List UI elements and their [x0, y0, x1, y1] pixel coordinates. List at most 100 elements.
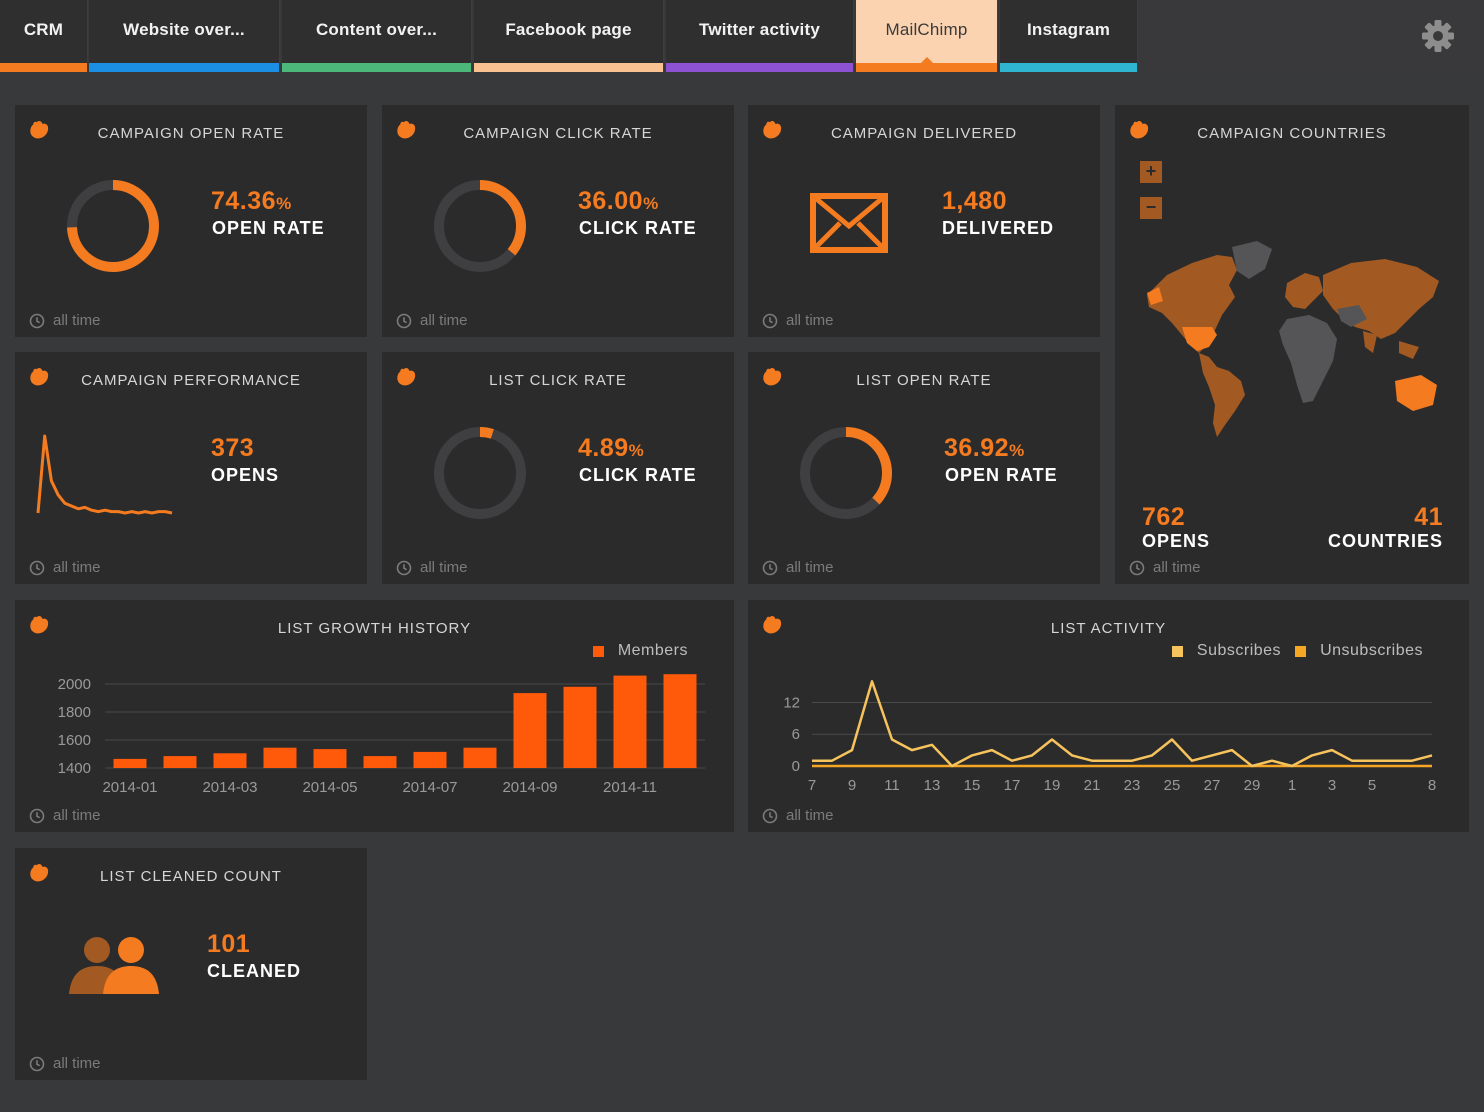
y-tick-label: 12 — [783, 694, 800, 711]
widget-footer: all time — [762, 312, 834, 329]
tab-facebook-page[interactable]: Facebook page — [474, 0, 664, 72]
widget-list-growth-history: LIST GROWTH HISTORY Members 1400 1600 1800… — [15, 600, 734, 832]
campaign-performance-sparkline — [36, 434, 173, 515]
delivered-value: 1,480 — [942, 187, 1008, 215]
delivered-label: DELIVERED — [942, 218, 1055, 238]
widget-campaign-delivered: CAMPAIGN DELIVERED 1,480 DELIVERED all t… — [748, 105, 1100, 337]
x-tick-label: 5 — [1368, 777, 1376, 794]
tab-label: Twitter activity — [699, 20, 820, 39]
y-tick-label: 6 — [792, 726, 800, 743]
tab-label: MailChimp — [885, 20, 968, 39]
map-zoom-in-button[interactable]: + — [1140, 161, 1162, 183]
world-map[interactable] — [1137, 235, 1447, 445]
open-rate-donut — [67, 180, 159, 272]
tab-indicator — [474, 63, 663, 72]
widget-title: LIST OPEN RATE — [856, 372, 992, 389]
widget-title: CAMPAIGN PERFORMANCE — [81, 372, 301, 389]
clock-icon — [396, 560, 412, 576]
click-rate-label: CLICK RATE — [579, 218, 697, 238]
clock-icon — [29, 313, 45, 329]
clock-icon — [396, 313, 412, 329]
widget-campaign-performance: CAMPAIGN PERFORMANCE 373 OPENS all time — [15, 352, 367, 584]
widget-list-open-rate: LIST OPEN RATE 36.92% OPEN RATE all time — [748, 352, 1100, 584]
x-tick-label: 2014-03 — [202, 779, 257, 796]
bar — [463, 747, 497, 768]
tab-indicator — [89, 63, 279, 72]
sparkline — [36, 434, 173, 515]
x-tick-label: 2014-11 — [603, 779, 657, 796]
legend-swatch — [592, 645, 604, 657]
widget-title: CAMPAIGN CLICK RATE — [463, 125, 653, 142]
x-tick-label: 13 — [924, 777, 941, 794]
tab-label: Instagram — [1026, 20, 1111, 39]
widget-title: LIST CLICK RATE — [489, 372, 627, 389]
tab-label: CRM — [23, 20, 64, 39]
map-africa — [1279, 315, 1337, 403]
map-zoom-out-button[interactable]: − — [1140, 197, 1162, 219]
countries-count-label: COUNTRIES — [1327, 531, 1443, 551]
tab-twitter-activity[interactable]: Twitter activity — [666, 0, 854, 72]
bar — [613, 675, 647, 768]
x-tick-label: 8 — [1428, 777, 1436, 794]
tab-label: Website over... — [123, 20, 245, 39]
x-tick-label: 2014-01 — [102, 779, 157, 796]
widget-campaign-click-rate: CAMPAIGN CLICK RATE 36.00% CLICK RATE al… — [382, 105, 734, 337]
list-open-rate-label: OPEN RATE — [945, 465, 1058, 485]
widget-list-click-rate: LIST CLICK RATE 4.89% CLICK RATE all tim… — [382, 352, 734, 584]
donut-arc — [434, 427, 526, 519]
open-rate-label: OPEN RATE — [212, 218, 325, 238]
x-tick-label: 1 — [1288, 777, 1296, 794]
widget-footer: all time — [396, 559, 468, 576]
widget-footer: all time — [396, 312, 468, 329]
active-tab-caret — [920, 57, 933, 63]
y-tick-label: 1600 — [58, 732, 91, 749]
widget-title: CAMPAIGN OPEN RATE — [97, 125, 285, 142]
widget-title: LIST CLEANED COUNT — [100, 868, 282, 885]
list-open-rate-value: 36.92% — [944, 434, 1025, 462]
bar — [213, 753, 247, 768]
users-icon — [69, 937, 159, 994]
x-tick-label: 27 — [1204, 777, 1221, 794]
x-tick-label: 25 — [1164, 777, 1181, 794]
tab-indicator — [282, 63, 471, 72]
donut-arc — [67, 180, 159, 272]
clock-icon — [29, 560, 45, 576]
widget-footer: all time — [762, 807, 834, 824]
widget-title: CAMPAIGN COUNTRIES — [1197, 125, 1387, 142]
tab-indicator — [856, 63, 997, 72]
tab-indicator — [666, 63, 853, 72]
y-tick-label: 1800 — [58, 704, 91, 721]
map-south-america — [1199, 353, 1245, 437]
x-tick-label: 21 — [1084, 777, 1101, 794]
list-click-rate-label: CLICK RATE — [579, 465, 697, 485]
tab-crm[interactable]: CRM — [0, 0, 88, 72]
bar — [113, 758, 147, 768]
x-tick-label: 2014-05 — [302, 779, 357, 796]
donut-arc — [434, 180, 526, 272]
activity-legend: Subscribes Unsubscribes — [1171, 642, 1423, 660]
widget-footer: all time — [29, 807, 101, 824]
widget-list-activity: LIST ACTIVITY Subscribes Unsubscribes 0 6… — [748, 600, 1469, 832]
tab-label: Content over... — [315, 20, 438, 39]
clock-icon — [1129, 560, 1145, 576]
list-growth-bar-chart: 1400 1600 1800 2000 2014-01 2014-03 2014-05 201… — [58, 674, 705, 796]
click-rate-value: 36.00% — [578, 187, 659, 215]
legend-label: Unsubscribes — [1320, 642, 1423, 659]
x-tick-label: 7 — [808, 777, 816, 794]
clock-icon — [762, 808, 778, 824]
gear-icon[interactable] — [1420, 18, 1456, 54]
tab-mailchimp[interactable]: MailChimp — [856, 0, 998, 72]
bar — [513, 693, 547, 768]
map-southeast-asia — [1399, 341, 1419, 359]
series-line — [812, 680, 1433, 768]
donut-arc — [800, 427, 892, 519]
list-click-rate-value: 4.89% — [578, 434, 645, 462]
map-australia — [1395, 375, 1437, 411]
tab-instagram[interactable]: Instagram — [1000, 0, 1138, 72]
countries-opens-label: OPENS — [1142, 531, 1211, 551]
x-tick-label: 29 — [1244, 777, 1261, 794]
tab-content-overview[interactable]: Content over... — [282, 0, 472, 72]
x-tick-label: 17 — [1004, 777, 1021, 794]
tab-website-overview[interactable]: Website over... — [89, 0, 280, 72]
